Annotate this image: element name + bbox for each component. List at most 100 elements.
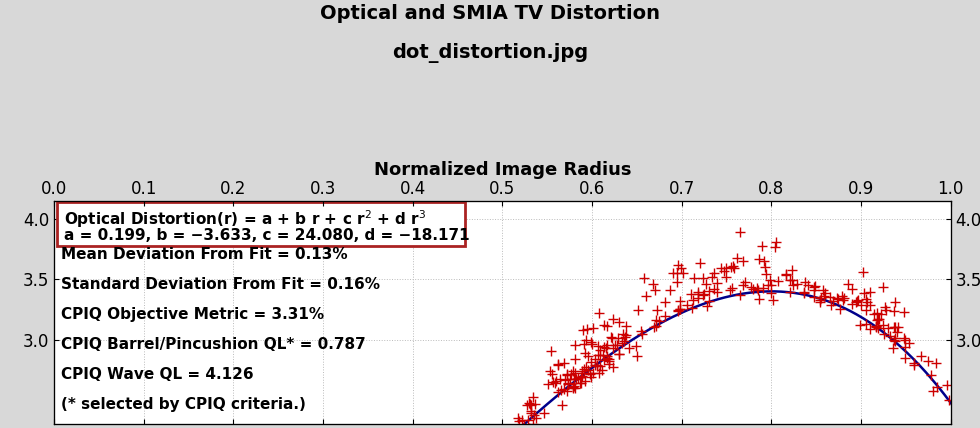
Point xyxy=(862,289,878,296)
Point xyxy=(551,361,566,368)
Point xyxy=(575,327,591,333)
Point xyxy=(578,337,594,344)
Point xyxy=(807,286,822,293)
Point xyxy=(849,297,864,304)
Point xyxy=(598,344,613,351)
Point xyxy=(867,324,883,330)
Point xyxy=(707,270,722,276)
Text: CPIQ Objective Metric = 3.31%: CPIQ Objective Metric = 3.31% xyxy=(61,307,324,322)
Point xyxy=(560,371,575,377)
Point xyxy=(812,297,828,304)
Point xyxy=(672,297,688,304)
Point xyxy=(887,335,903,342)
Point xyxy=(618,331,634,338)
Point xyxy=(670,308,686,315)
Point xyxy=(815,293,831,300)
Point xyxy=(844,300,859,307)
Point xyxy=(554,401,569,408)
Point xyxy=(754,243,769,250)
Point xyxy=(599,354,614,361)
Point xyxy=(830,296,846,303)
Point xyxy=(573,379,589,386)
Point xyxy=(577,349,593,356)
Point xyxy=(633,328,649,335)
Point xyxy=(515,422,531,428)
Point xyxy=(762,277,778,284)
Point xyxy=(888,324,904,330)
Point xyxy=(883,333,899,340)
Point xyxy=(583,359,599,366)
Point xyxy=(565,384,581,391)
Point xyxy=(575,341,591,348)
Point xyxy=(565,383,581,390)
Point xyxy=(545,371,561,377)
Point xyxy=(630,306,646,313)
Point xyxy=(587,362,603,369)
Point xyxy=(886,344,902,351)
Point xyxy=(778,270,794,277)
Point xyxy=(672,306,688,312)
Point xyxy=(614,330,630,337)
Point xyxy=(898,344,913,351)
Text: Standard Deviation From Fit = 0.16%: Standard Deviation From Fit = 0.16% xyxy=(61,277,380,292)
Point xyxy=(543,368,559,375)
Point xyxy=(913,353,929,360)
Point xyxy=(573,374,589,381)
Point xyxy=(696,291,711,298)
Point xyxy=(878,306,894,313)
Point xyxy=(752,296,767,303)
Point xyxy=(512,418,527,425)
Point xyxy=(599,323,614,330)
Point xyxy=(565,368,581,374)
Point xyxy=(552,375,567,382)
Point xyxy=(736,282,752,288)
Point xyxy=(621,345,637,351)
Point xyxy=(870,324,886,331)
Point xyxy=(697,291,712,297)
Point xyxy=(545,378,561,385)
Point xyxy=(690,288,706,295)
Point xyxy=(756,285,771,291)
Point xyxy=(873,311,889,318)
Point xyxy=(858,320,873,327)
Point xyxy=(875,322,891,329)
Point xyxy=(612,318,627,325)
Point xyxy=(610,342,625,349)
Point xyxy=(729,254,745,261)
Point xyxy=(571,380,587,387)
Point xyxy=(822,293,838,300)
Point xyxy=(629,353,645,360)
Point xyxy=(561,380,576,386)
Point xyxy=(702,288,717,295)
Point xyxy=(592,352,608,359)
Point xyxy=(589,362,605,369)
Point xyxy=(702,297,717,304)
Point xyxy=(551,362,566,369)
Point xyxy=(523,410,539,416)
Point xyxy=(544,347,560,354)
Point xyxy=(854,301,869,308)
Point xyxy=(784,276,800,283)
Point xyxy=(567,356,583,363)
Point xyxy=(658,299,673,306)
Point xyxy=(888,299,904,306)
Point xyxy=(768,238,784,245)
Point xyxy=(577,378,593,385)
Point xyxy=(858,307,873,314)
Point xyxy=(869,310,885,317)
Point xyxy=(709,288,724,295)
Point xyxy=(897,335,912,342)
Point xyxy=(690,290,706,297)
Point xyxy=(808,282,823,289)
Point xyxy=(735,258,751,265)
Point xyxy=(565,376,581,383)
Point xyxy=(848,299,863,306)
Point xyxy=(520,417,536,424)
Point xyxy=(785,266,801,273)
Point xyxy=(617,334,633,341)
Point xyxy=(519,401,535,408)
Point xyxy=(606,363,621,370)
Point xyxy=(782,277,798,284)
Point xyxy=(683,291,699,297)
Point xyxy=(858,295,873,302)
